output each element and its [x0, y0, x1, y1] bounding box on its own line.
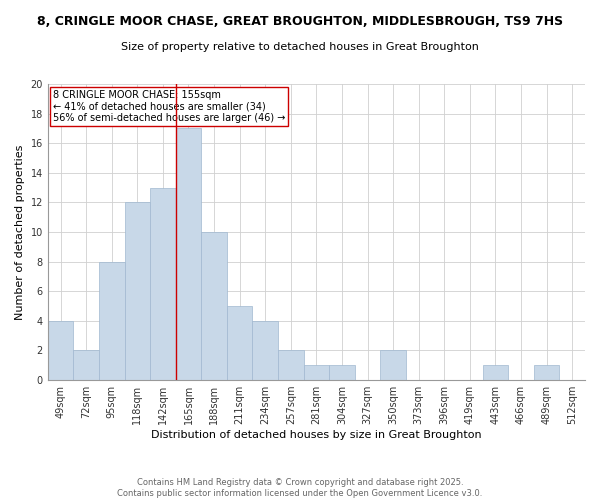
Bar — [150, 188, 176, 380]
Bar — [176, 128, 201, 380]
X-axis label: Distribution of detached houses by size in Great Broughton: Distribution of detached houses by size … — [151, 430, 482, 440]
Bar — [201, 232, 227, 380]
Y-axis label: Number of detached properties: Number of detached properties — [15, 144, 25, 320]
Bar — [253, 321, 278, 380]
Text: Size of property relative to detached houses in Great Broughton: Size of property relative to detached ho… — [121, 42, 479, 52]
Bar — [227, 306, 253, 380]
Bar — [304, 366, 329, 380]
Bar — [125, 202, 150, 380]
Bar — [278, 350, 304, 380]
Bar — [99, 262, 125, 380]
Bar — [329, 366, 355, 380]
Text: 8 CRINGLE MOOR CHASE: 155sqm
← 41% of detached houses are smaller (34)
56% of se: 8 CRINGLE MOOR CHASE: 155sqm ← 41% of de… — [53, 90, 286, 123]
Bar — [73, 350, 99, 380]
Bar — [482, 366, 508, 380]
Text: 8, CRINGLE MOOR CHASE, GREAT BROUGHTON, MIDDLESBROUGH, TS9 7HS: 8, CRINGLE MOOR CHASE, GREAT BROUGHTON, … — [37, 15, 563, 28]
Bar — [380, 350, 406, 380]
Bar — [48, 321, 73, 380]
Text: Contains HM Land Registry data © Crown copyright and database right 2025.
Contai: Contains HM Land Registry data © Crown c… — [118, 478, 482, 498]
Bar — [534, 366, 559, 380]
